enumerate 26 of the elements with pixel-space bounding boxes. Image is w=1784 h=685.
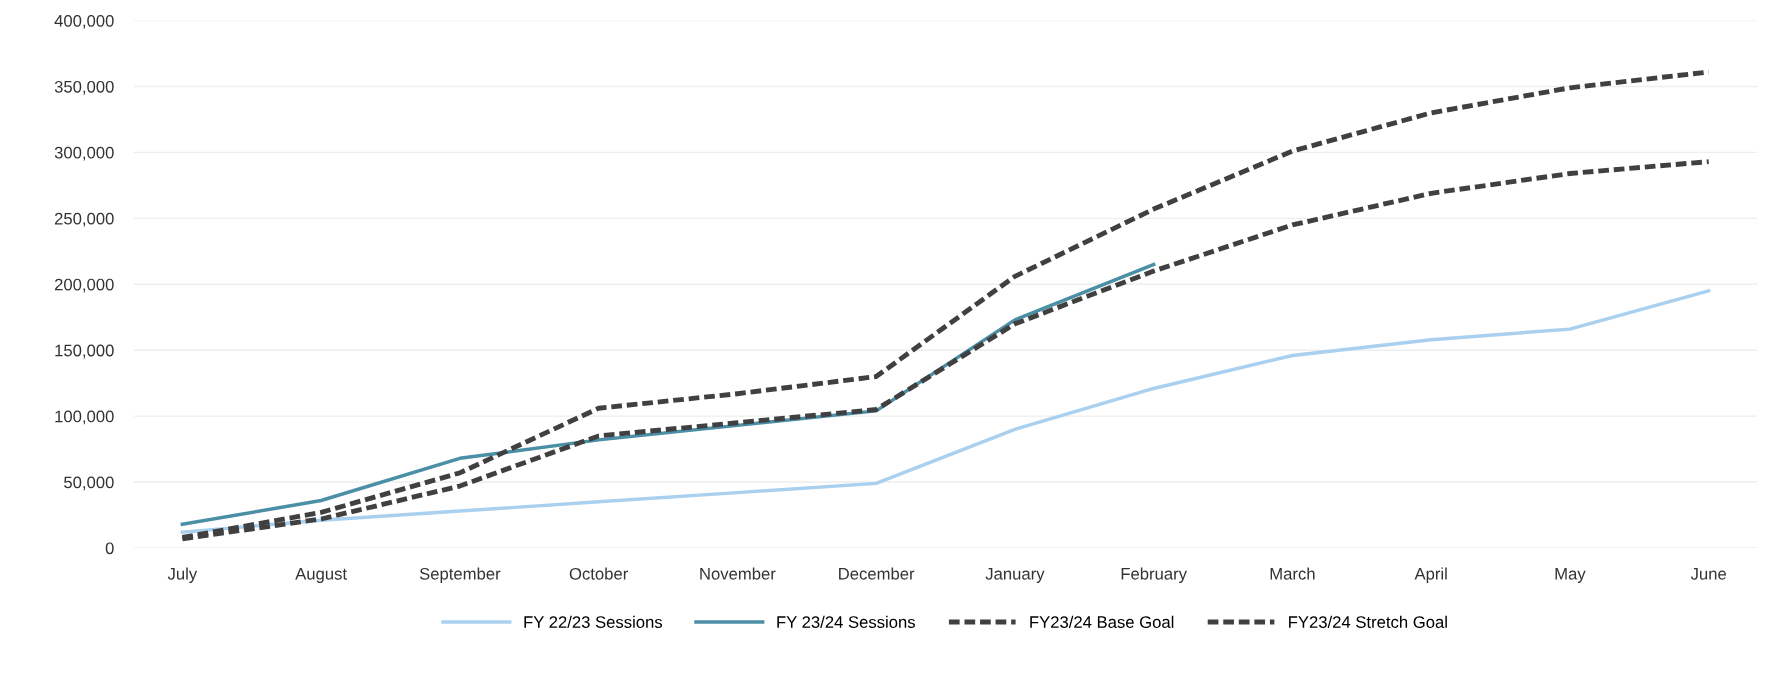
x-tick-label: September [419,567,501,583]
x-tick-label: November [700,567,776,580]
legend-label: FY 22/23 Sessions [524,615,663,628]
legend-label: FY 23/24 Sessions [777,615,915,628]
x-tick-label: March [1270,567,1315,580]
x-tick-label: January [985,568,1045,583]
y-tick-label: 350,000 [54,80,114,95]
y-tick-label: 0 [105,542,114,555]
y-tick-label: 200,000 [54,278,114,293]
y-tick-label: 400,000 [54,14,114,29]
x-tick-label: April [1414,567,1447,583]
y-tick-label: 100,000 [55,410,114,425]
y-tick-label: 250,000 [54,212,114,227]
x-tick-label: June [1690,568,1727,580]
y-tick-label: 300,000 [54,146,114,161]
line-series [180,289,1711,534]
y-tick-label: 50,000 [64,476,114,491]
x-tick-label: October [569,567,628,580]
legend-label: FY23/24 Stretch Goal [1289,615,1447,628]
x-tick-label: July [167,567,198,583]
y-tick-label: 150,000 [55,344,114,359]
x-tick-label: December [839,567,915,580]
x-tick-label: February [1121,567,1187,583]
x-tick-label: May [1555,568,1586,583]
legend-label: FY23/24 Base Goal [1030,615,1174,628]
x-tick-label: August [295,568,347,583]
